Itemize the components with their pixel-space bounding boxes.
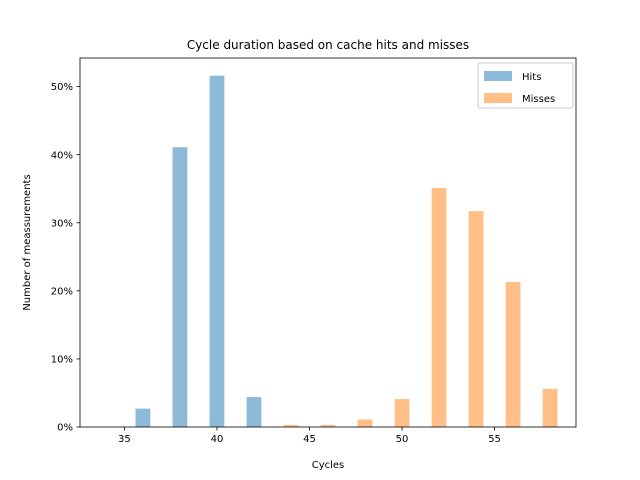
bar-hits-40	[209, 75, 225, 427]
bar-misses-50	[394, 399, 410, 427]
bar-hits-36	[135, 408, 151, 427]
y-axis-label: Number of meassurements	[22, 174, 33, 310]
bar-misses-54	[468, 211, 484, 427]
y-tick-label-4: 40%	[51, 150, 73, 161]
x-tick-label-50: 50	[396, 434, 409, 445]
bar-misses-46	[320, 424, 336, 427]
x-tick-label-55: 55	[488, 434, 501, 445]
y-tick-label-5: 50%	[51, 82, 73, 93]
x-tick-label-40: 40	[211, 434, 224, 445]
bar-hits-38	[172, 147, 188, 427]
x-axis-label: Cycles	[312, 460, 345, 471]
bar-misses-56	[505, 281, 521, 427]
x-tick-label-35: 35	[118, 434, 131, 445]
bar-hits-42	[246, 397, 262, 427]
legend-label-misses: Misses	[522, 94, 555, 105]
legend: Hits Misses	[477, 62, 574, 109]
x-axis-ticks: 35 40 45 50 55	[118, 427, 501, 445]
bar-misses-58	[542, 388, 558, 427]
y-tick-label-3: 30%	[51, 218, 73, 229]
plot-frame	[79, 57, 577, 428]
y-axis-ticks: 0% 10% 20% 30% 40% 50%	[51, 82, 80, 434]
chart-title: Cycle duration based on cache hits and m…	[187, 38, 469, 52]
bar-misses-48	[357, 419, 373, 427]
bar-misses-44	[283, 424, 299, 427]
x-tick-label-45: 45	[303, 434, 316, 445]
y-tick-label-0: 0%	[57, 423, 73, 434]
y-tick-label-1: 10%	[51, 355, 73, 366]
y-tick-label-2: 20%	[51, 286, 73, 297]
bars-layer	[135, 75, 558, 427]
legend-label-hits: Hits	[522, 72, 541, 83]
legend-swatch-misses	[484, 93, 512, 103]
legend-swatch-hits	[484, 71, 512, 81]
bar-misses-52	[431, 188, 447, 427]
